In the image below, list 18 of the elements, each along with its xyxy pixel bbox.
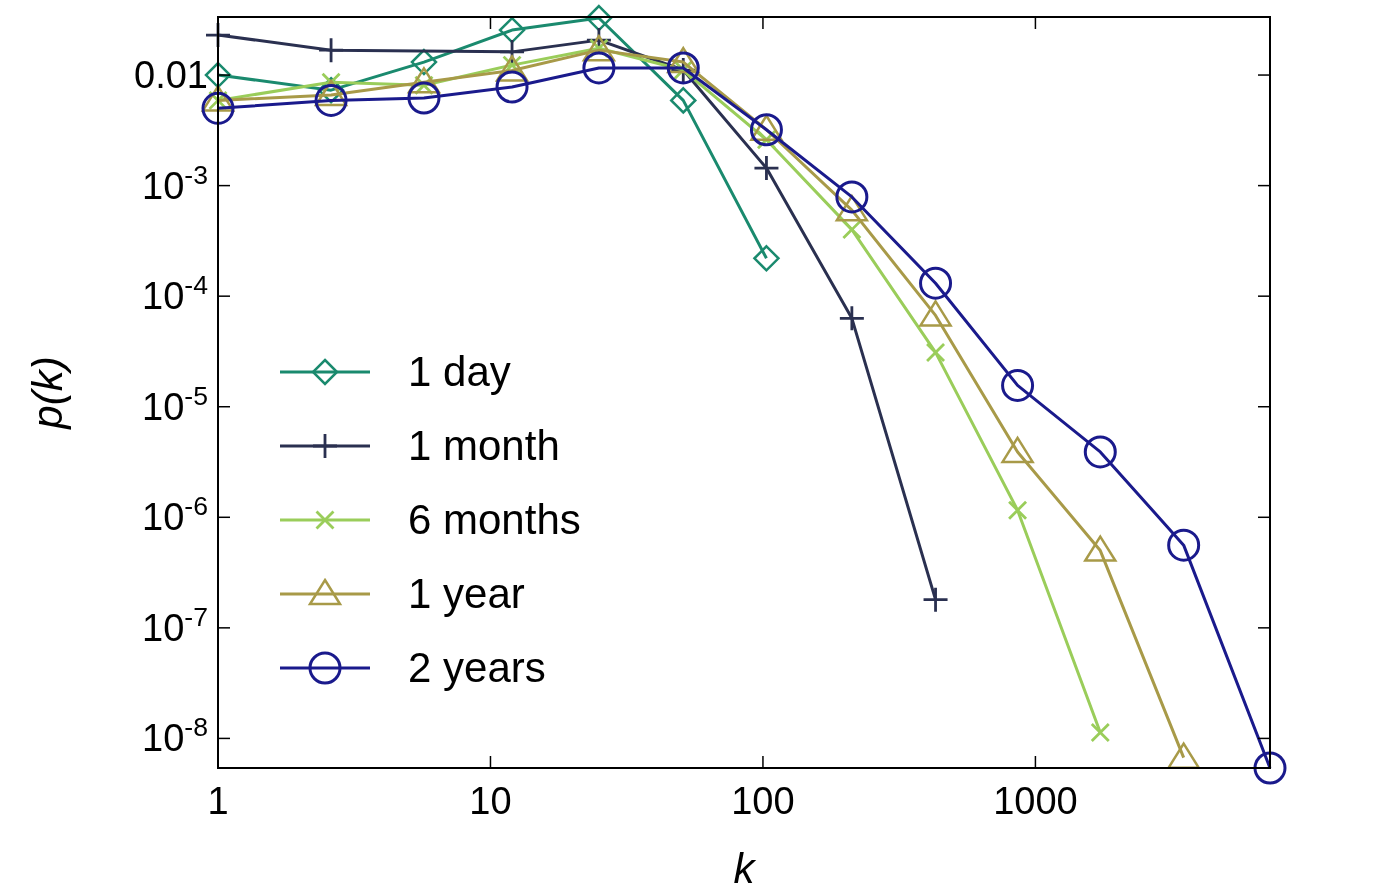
y-tick-label: 10$^{-7}$ [142,601,208,649]
legend-label: 2 years [408,644,546,691]
y-axis-title: p(k) [24,356,71,431]
legend-label: 6 months [408,496,581,543]
y-tick-label: 10$^{-8}$ [142,712,208,760]
x-tick-label: 1 [207,780,229,822]
x-tick-label: 100 [731,780,795,822]
x-axis-title: k [733,845,757,889]
legend-label: 1 day [408,348,511,395]
legend-label: 1 year [408,570,525,617]
y-tick-label: 10$^{-3}$ [142,159,208,207]
x-tick-label: 1000 [993,780,1078,822]
y-tick-label: 10$^{-6}$ [142,491,208,539]
y-tick-label: 10$^{-4}$ [142,270,209,318]
y-tick-label: 0.01 [134,54,208,97]
x-tick-label: 10 [469,780,512,822]
y-tick-label: 10$^{-5}$ [142,380,208,428]
legend-label: 1 month [408,422,560,469]
